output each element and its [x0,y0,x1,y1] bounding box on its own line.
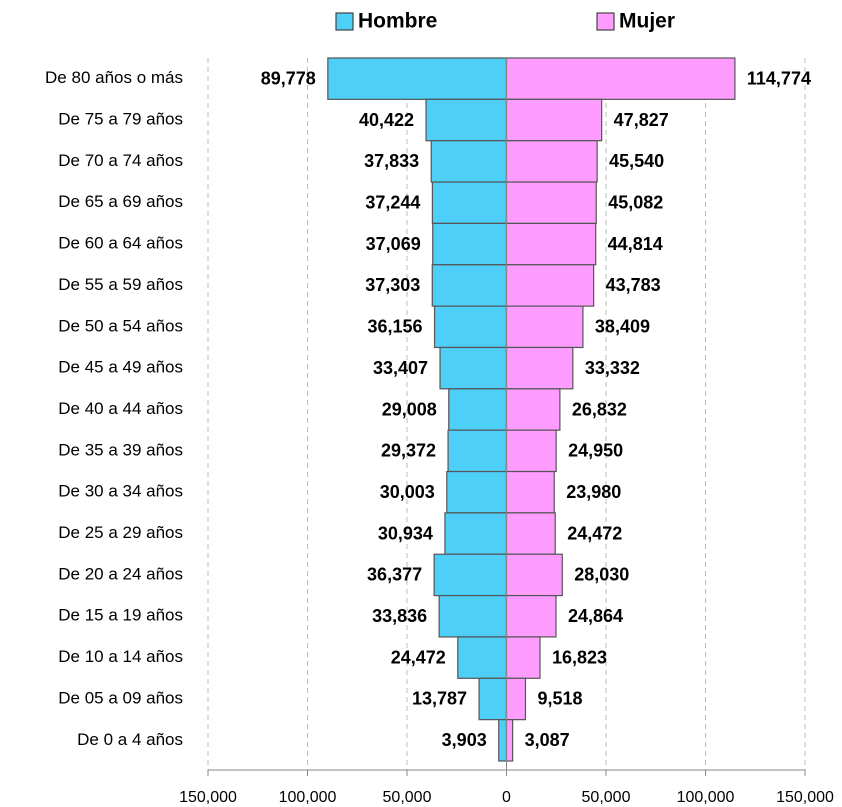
value-label: 30,003 [380,482,435,502]
x-tick-label: 50,000 [383,789,432,806]
value-label: 16,823 [552,647,607,667]
x-tick-label: 100,000 [677,789,735,806]
value-label: 3,903 [442,730,487,750]
category-label: De 25 a 29 años [58,523,183,542]
bar [505,512,556,555]
value-label: 37,244 [365,192,420,212]
bar [431,181,508,225]
value-label: 9,518 [537,689,582,709]
bar [498,719,508,762]
category-label: De 15 a 19 años [58,606,183,625]
value-label: 37,303 [365,275,420,295]
x-tick-label: 150,000 [776,789,834,806]
value-label: 24,864 [568,606,623,626]
category-label: De 35 a 39 años [58,440,183,459]
bar [444,512,508,555]
category-label: De 05 a 09 años [58,688,183,707]
category-label: De 75 a 79 años [58,110,183,129]
category-label: De 40 a 44 años [58,399,183,418]
value-label: 24,950 [568,441,623,461]
bar [431,264,508,307]
x-tick-label: 150,000 [179,789,237,806]
bar [457,636,508,679]
value-label: 36,377 [367,565,422,585]
legend-swatch [335,12,354,31]
bar [505,677,527,721]
value-label: 13,787 [412,689,467,709]
legend-label: Mujer [619,10,675,33]
bar [447,429,508,473]
value-label: 36,156 [367,317,422,337]
x-tick-label: 0 [502,789,511,806]
legend-swatch [596,12,615,31]
value-label: 37,069 [366,234,421,254]
legend-label: Hombre [358,10,437,33]
category-label: De 10 a 14 años [58,647,183,666]
value-label: 23,980 [566,482,621,502]
value-label: 47,827 [614,110,669,130]
category-label: De 20 a 24 años [58,564,183,583]
bar [505,264,595,307]
value-label: 29,008 [382,399,437,419]
bar [505,470,555,514]
bar [439,346,508,390]
bar [505,719,514,762]
bar [505,57,736,100]
bar [505,140,598,183]
bar [433,553,508,597]
category-label: De 70 a 74 años [58,151,183,170]
bar [448,388,508,431]
bar [505,594,557,638]
bar [430,140,508,183]
category-label: De 50 a 54 años [58,316,183,335]
value-label: 43,783 [606,275,661,295]
value-label: 33,836 [372,606,427,626]
x-tick-label: 100,000 [279,789,337,806]
value-label: 89,778 [261,68,316,88]
bar [438,594,508,638]
category-label: De 60 a 64 años [58,234,183,253]
category-label: De 65 a 69 años [58,192,183,211]
value-label: 3,087 [525,730,570,750]
value-label: 40,422 [359,110,414,130]
bar [505,181,597,225]
bar [505,553,563,597]
bar [505,222,597,266]
category-label: De 80 años o más [45,68,183,87]
bar [478,677,508,721]
value-label: 38,409 [595,317,650,337]
x-tick-label: 50,000 [582,789,631,806]
value-label: 29,372 [381,441,436,461]
bar [505,346,574,390]
value-label: 45,540 [609,151,664,171]
value-label: 44,814 [608,234,663,254]
value-label: 28,030 [574,565,629,585]
bar [327,57,508,100]
value-label: 33,407 [373,358,428,378]
value-label: 24,472 [567,523,622,543]
category-label: De 30 a 34 años [58,482,183,501]
bar [505,429,557,473]
value-label: 24,472 [391,647,446,667]
value-label: 33,332 [585,358,640,378]
value-label: 30,934 [378,523,433,543]
value-label: 37,833 [364,151,419,171]
bar [446,470,508,514]
bar [505,98,603,142]
category-label: De 45 a 49 años [58,358,183,377]
bar [505,636,541,679]
value-label: 26,832 [572,399,627,419]
bar [505,305,584,349]
bar [505,388,561,431]
value-label: 45,082 [608,192,663,212]
value-label: 114,774 [747,68,811,88]
bar [425,98,508,142]
bar [432,222,508,266]
category-label: De 55 a 59 años [58,275,183,294]
bar [433,305,508,349]
category-label: De 0 a 4 años [77,730,183,749]
